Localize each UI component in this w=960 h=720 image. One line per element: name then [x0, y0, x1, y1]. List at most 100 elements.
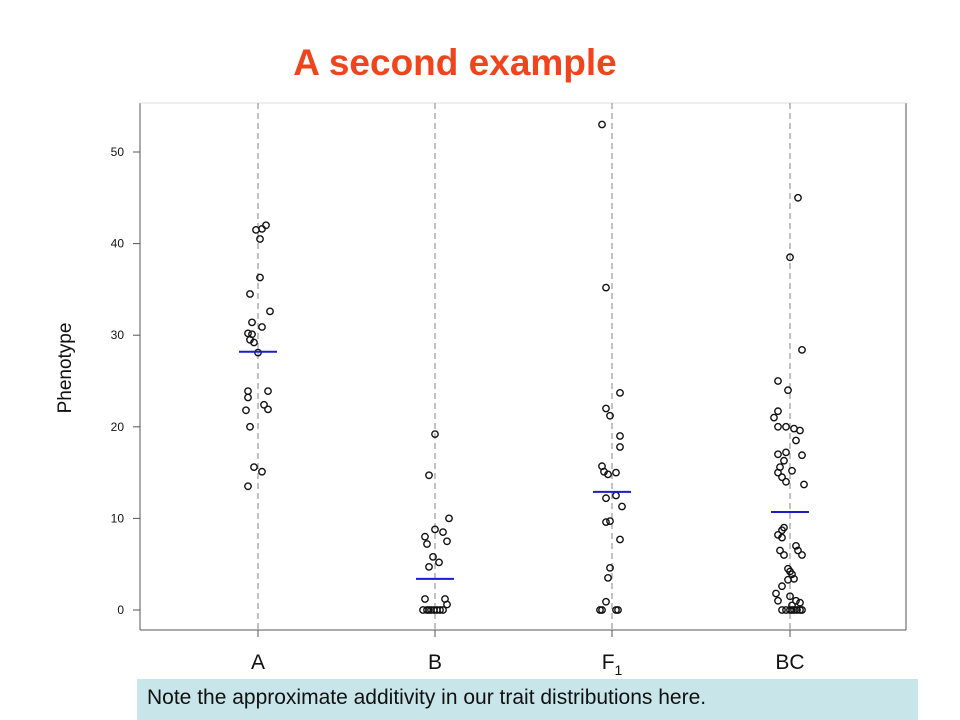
data-point — [778, 582, 786, 591]
data-point — [258, 323, 266, 331]
y-tick-label: 20 — [111, 420, 125, 434]
y-tick-label: 50 — [111, 145, 125, 159]
data-point — [793, 606, 801, 614]
data-point — [250, 338, 258, 347]
data-point — [425, 606, 433, 614]
data-point — [780, 523, 788, 532]
data-point — [798, 551, 806, 559]
data-point — [616, 535, 624, 544]
data-point — [798, 606, 806, 614]
slide-title: A second example — [293, 42, 617, 83]
data-point — [598, 120, 606, 129]
data-point — [423, 540, 431, 548]
data-point — [256, 273, 264, 282]
data-point — [784, 386, 792, 395]
data-point — [778, 606, 786, 614]
data-point — [616, 388, 624, 397]
data-point — [602, 404, 610, 413]
data-point — [425, 563, 433, 571]
data-point — [248, 318, 256, 327]
data-point — [788, 601, 796, 610]
data-point — [431, 430, 439, 438]
data-point — [782, 477, 790, 486]
data-point — [616, 443, 624, 451]
data-point — [782, 448, 790, 457]
data-point — [431, 525, 439, 534]
data-point — [443, 600, 451, 609]
data-point — [616, 432, 624, 440]
data-point — [798, 345, 806, 354]
data-point — [264, 405, 272, 414]
data-point — [612, 491, 620, 500]
data-point — [780, 551, 788, 559]
x-tick-label: BC — [775, 651, 804, 674]
data-point — [770, 413, 778, 422]
data-point — [604, 470, 612, 479]
data-point — [606, 411, 614, 420]
data-point — [796, 598, 804, 607]
data-point — [786, 253, 794, 262]
data-point — [794, 546, 802, 555]
data-point — [429, 553, 437, 561]
data-point — [792, 596, 800, 605]
y-tick-label: 40 — [111, 237, 125, 251]
data-point — [774, 377, 782, 385]
data-point — [604, 574, 612, 582]
data-point — [246, 422, 254, 431]
data-point — [774, 407, 782, 416]
data-point — [252, 225, 260, 234]
data-point — [612, 468, 620, 477]
data-point — [776, 546, 784, 555]
data-point — [246, 290, 254, 298]
data-point — [792, 436, 800, 445]
data-point — [264, 387, 272, 395]
data-point — [602, 597, 610, 606]
data-point — [242, 406, 250, 415]
data-point — [618, 502, 626, 511]
data-point — [774, 450, 782, 459]
data-point — [244, 482, 252, 491]
x-tick-label: A — [251, 651, 265, 674]
data-point — [244, 387, 252, 395]
data-point — [602, 518, 610, 526]
data-point — [445, 514, 453, 523]
data-point — [258, 467, 266, 476]
y-tick-label: 30 — [111, 328, 125, 342]
data-point — [796, 426, 804, 435]
y-tick-label: 0 — [117, 603, 124, 617]
data-point — [790, 575, 798, 583]
data-point — [443, 537, 451, 546]
data-point — [800, 480, 808, 489]
data-point — [774, 468, 782, 477]
data-point — [421, 532, 429, 541]
data-point — [435, 558, 443, 567]
data-point — [792, 542, 800, 550]
y-tick-label: 10 — [111, 511, 125, 525]
note-box: Note the approximate additivity in our t… — [137, 679, 918, 720]
data-point — [602, 283, 610, 292]
data-point — [606, 517, 614, 525]
data-point — [262, 221, 270, 230]
data-point — [772, 589, 780, 598]
data-point — [794, 193, 802, 202]
data-point — [425, 471, 433, 480]
data-point — [602, 494, 610, 503]
data-point — [778, 533, 786, 542]
data-point — [786, 592, 794, 601]
data-point — [774, 422, 782, 431]
data-point — [244, 393, 252, 402]
data-point — [788, 570, 796, 579]
data-point — [606, 564, 614, 572]
data-point — [614, 606, 622, 614]
y-axis-label: Phenotype — [55, 323, 76, 414]
data-point — [778, 473, 786, 482]
x-tick-label: F1 — [602, 651, 623, 678]
data-point — [260, 400, 268, 409]
data-point — [782, 422, 790, 431]
data-point — [598, 606, 606, 614]
data-point — [256, 235, 264, 243]
data-point — [798, 451, 806, 460]
data-point — [439, 606, 447, 614]
